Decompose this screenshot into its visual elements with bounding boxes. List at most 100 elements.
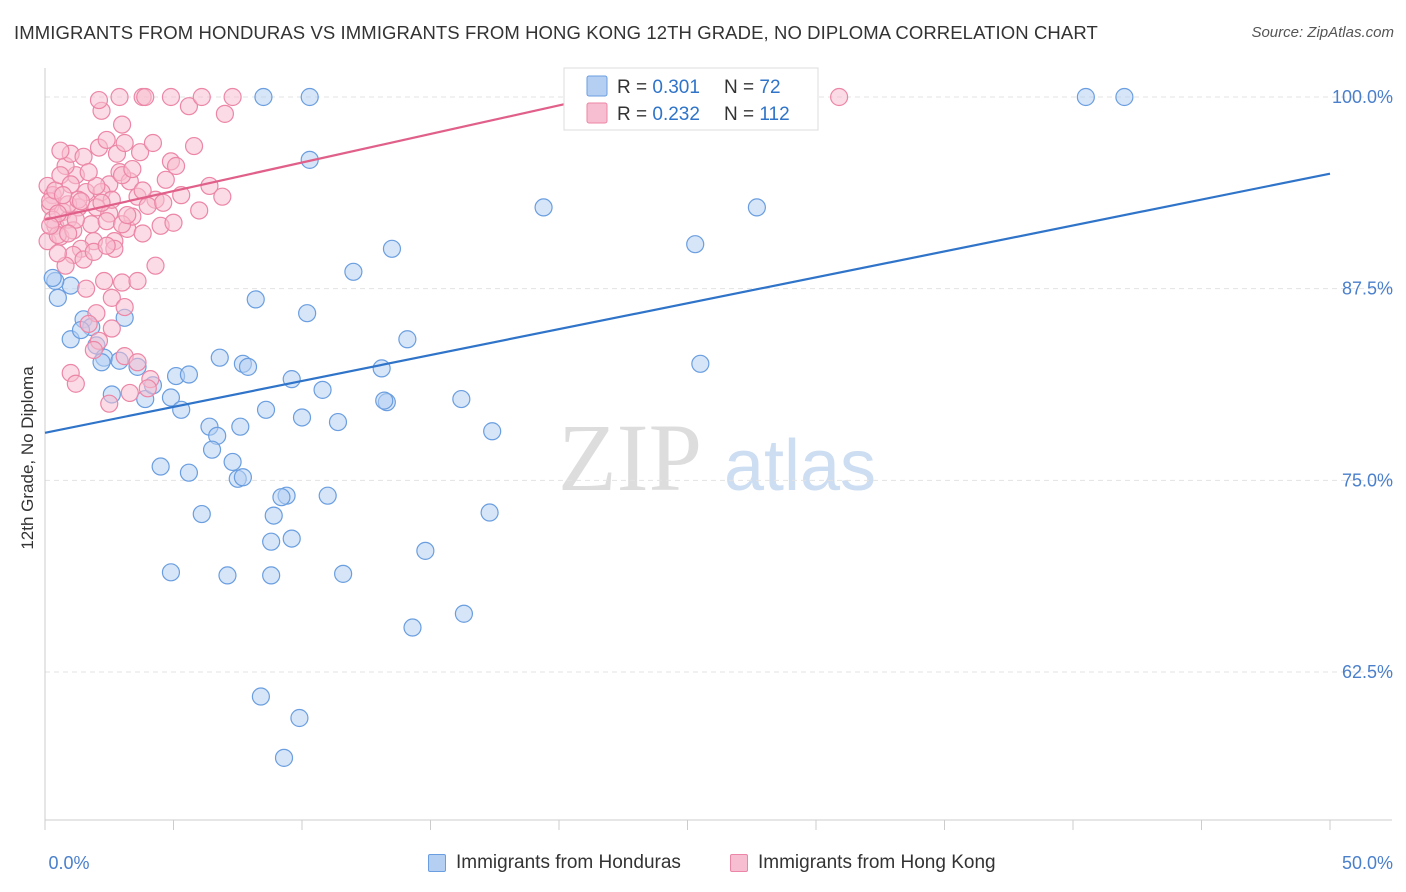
data-point (97, 236, 116, 255)
series-legend: Immigrants from Honduras Immigrants from… (0, 852, 1406, 878)
trend-lines (44, 92, 1331, 434)
data-point (534, 198, 553, 217)
data-point (115, 297, 134, 317)
data-point (48, 288, 67, 307)
data-point (218, 566, 237, 585)
data-point (59, 224, 78, 243)
data-point (290, 708, 309, 728)
series-hong-kong-points (38, 87, 849, 413)
data-point (82, 215, 101, 234)
data-point (215, 104, 234, 123)
legend-label-honduras: Immigrants from Honduras (456, 852, 681, 873)
stats-n-label: N = (724, 77, 759, 98)
data-point (143, 133, 163, 153)
data-point (231, 417, 250, 436)
axes (44, 68, 1392, 830)
y-tick-label: 75.0% (1342, 470, 1393, 490)
data-point (382, 239, 402, 258)
data-point (334, 564, 353, 583)
data-point (146, 256, 165, 275)
x-tick-labels: 0.0% 50.0% (48, 853, 1393, 873)
y-axis-label: 12th Grade, No Diploma (18, 366, 37, 550)
series-honduras-points (43, 87, 1134, 767)
data-point (164, 213, 183, 232)
data-point (136, 87, 155, 107)
data-point (87, 176, 106, 196)
data-point (112, 115, 132, 134)
stats-n-label: N = (724, 104, 759, 125)
data-point (282, 529, 301, 548)
data-point (97, 212, 116, 231)
data-point (66, 210, 85, 229)
data-point (74, 147, 93, 166)
data-point (179, 97, 199, 116)
data-point (161, 563, 181, 582)
stats-r-value: 0.301 (652, 77, 700, 98)
data-point (151, 457, 170, 476)
data-point (161, 87, 181, 107)
data-point (89, 90, 109, 110)
data-point (318, 486, 337, 505)
data-point (61, 276, 80, 295)
stats-r-value: 0.232 (652, 104, 700, 125)
data-point (71, 192, 91, 211)
data-point (190, 201, 209, 220)
data-point (118, 205, 137, 225)
data-point (686, 235, 705, 254)
data-point (100, 394, 119, 413)
y-tick-label: 62.5% (1342, 662, 1393, 682)
data-point (192, 504, 211, 524)
data-point (483, 422, 502, 441)
data-point (48, 244, 67, 263)
stats-n-value: 72 (759, 77, 780, 98)
legend-item-honduras[interactable]: Immigrants from Honduras (428, 852, 681, 874)
data-point (110, 87, 129, 107)
data-point (830, 87, 849, 107)
stats-legend: R = 0.301 N = 72 R = 0.232 N = 112 (563, 67, 819, 131)
data-point (138, 196, 157, 215)
stats-r-label: R = (617, 104, 652, 125)
trend-line-honduras (44, 172, 1331, 434)
data-point (246, 290, 265, 309)
data-point (77, 279, 96, 298)
data-point (454, 604, 474, 623)
data-point (213, 187, 232, 206)
data-point (375, 391, 394, 410)
data-point (480, 503, 499, 522)
data-point (79, 163, 98, 182)
data-point (372, 359, 391, 378)
data-point (123, 159, 142, 179)
data-point (251, 687, 270, 706)
data-point (223, 87, 242, 107)
data-point (179, 365, 199, 384)
data-point (238, 357, 258, 376)
y-tick-label: 87.5% (1342, 279, 1393, 299)
data-point (53, 186, 73, 205)
data-point (184, 136, 204, 156)
stats-r-label: R = (617, 77, 652, 98)
data-point (292, 408, 312, 427)
data-point (166, 156, 186, 176)
data-point (274, 748, 294, 767)
data-point (84, 340, 103, 360)
data-point (298, 304, 317, 323)
data-point (120, 383, 139, 403)
data-point (112, 273, 132, 292)
data-point (403, 618, 422, 637)
legend-item-hong-kong[interactable]: Immigrants from Hong Kong (730, 852, 996, 874)
data-point (210, 348, 229, 367)
x-tick-label-max: 50.0% (1342, 853, 1393, 873)
data-point (256, 400, 276, 419)
data-point (202, 440, 222, 459)
data-point (41, 216, 60, 235)
watermark-atlas: atlas (724, 426, 876, 506)
x-tick-label-min: 0.0% (48, 853, 89, 873)
data-point (233, 468, 252, 487)
data-point (66, 374, 85, 393)
legend-swatch-hong-kong (730, 854, 748, 872)
data-point (130, 143, 150, 162)
data-point (115, 133, 134, 153)
data-point (95, 271, 114, 291)
trend-line-hong-kong (44, 92, 611, 221)
